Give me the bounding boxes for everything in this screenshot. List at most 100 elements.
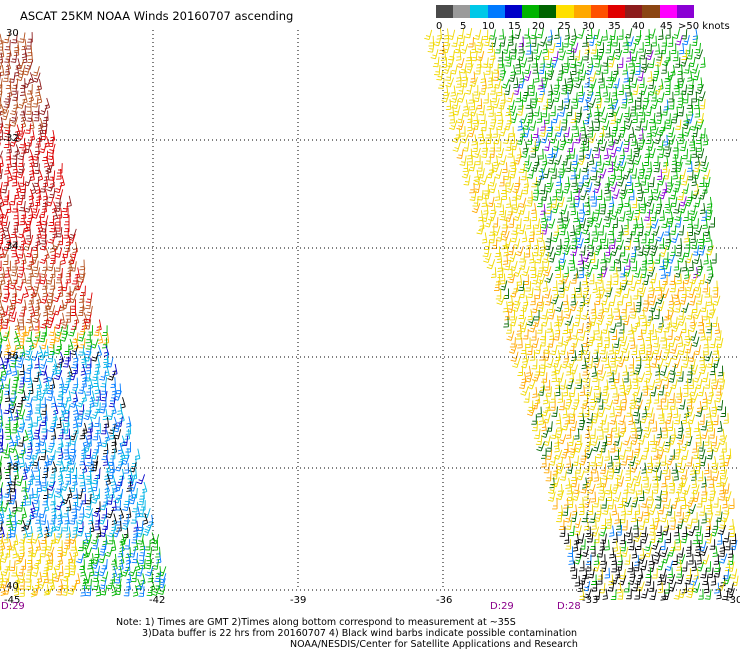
wind-barb [531, 176, 538, 188]
wind-barb [85, 448, 92, 460]
wind-barb [609, 71, 619, 82]
wind-barb [0, 98, 2, 109]
wind-barb [609, 414, 618, 425]
wind-barb [61, 571, 71, 582]
wind-barb [452, 141, 461, 152]
wind-barb [691, 174, 697, 187]
wind-barb [620, 342, 630, 354]
wind-barb [586, 238, 594, 250]
wind-barb [509, 155, 516, 167]
wind-barb [526, 344, 533, 355]
wind-barb [100, 423, 107, 435]
wind-barb [565, 456, 572, 468]
wind-barb [650, 357, 658, 368]
wind-barb [509, 337, 516, 348]
wind-barb [660, 330, 666, 342]
wind-barb [528, 120, 537, 131]
wind-barb [704, 378, 711, 389]
wind-barb [685, 372, 693, 384]
wind-barb [624, 239, 632, 251]
wind-barb [522, 141, 528, 153]
wind-barb [495, 288, 502, 300]
wind-barb [693, 568, 699, 580]
wind-barb [0, 168, 3, 180]
wind-barb [645, 133, 652, 145]
wind-barb [566, 190, 573, 202]
wind-barb [649, 239, 658, 250]
wind-barb [533, 238, 540, 250]
wind-barb [678, 280, 685, 292]
wind-barb [542, 393, 549, 405]
wind-barb [562, 183, 571, 194]
wind-barb [618, 224, 624, 236]
wind-barb [69, 565, 77, 576]
wind-barb [28, 293, 34, 305]
wind-barb [604, 92, 611, 103]
wind-barb [59, 460, 65, 473]
wind-barb [654, 203, 663, 215]
wind-barb [666, 329, 673, 340]
wind-barb [667, 36, 674, 47]
wind-barb [17, 383, 26, 394]
wind-barb [34, 299, 41, 311]
wind-barb [48, 475, 56, 487]
wind-barb [702, 281, 709, 293]
wind-barb [4, 391, 11, 403]
wind-barb [610, 126, 618, 137]
wind-barb [508, 217, 515, 228]
wind-barb [125, 553, 132, 565]
wind-barb [30, 337, 39, 348]
wind-barb [681, 357, 690, 368]
wind-barb [617, 414, 626, 426]
wind-barb [594, 323, 600, 335]
wind-barb [638, 162, 645, 174]
wind-barb [700, 301, 707, 312]
wind-barb [659, 539, 666, 551]
wind-barb [457, 84, 465, 95]
wind-barb [658, 259, 665, 271]
wind-barb [579, 560, 585, 572]
wind-barb [564, 315, 574, 326]
wind-barb [560, 273, 570, 284]
wind-barb [521, 265, 530, 277]
wind-barb [593, 343, 599, 354]
wind-barb [94, 363, 100, 376]
wind-barb [614, 309, 620, 320]
wind-barb [114, 572, 121, 584]
map-title: ASCAT 25KM NOAA Winds 20160707 ascending [20, 9, 294, 23]
wind-barb [18, 306, 26, 317]
wind-barb [630, 321, 639, 333]
wind-barb [52, 305, 62, 316]
wind-barb [638, 127, 644, 139]
wind-barb [38, 105, 48, 116]
wind-barb [647, 379, 656, 391]
wind-barb [555, 267, 561, 278]
wind-barb [721, 589, 729, 601]
wind-barb [46, 559, 54, 570]
wind-barb [608, 461, 614, 473]
wind-barb [11, 202, 18, 213]
wind-barb [0, 110, 2, 117]
wind-barb [687, 105, 693, 116]
wind-barb [554, 385, 561, 397]
wind-barb [537, 246, 547, 257]
wind-barb [56, 417, 62, 429]
wind-barb [674, 413, 681, 425]
wind-barb [568, 253, 574, 265]
wind-barb [61, 201, 69, 213]
wind-barb [730, 533, 737, 545]
wind-barb [594, 392, 602, 403]
wind-barb [492, 217, 499, 228]
wind-barb [0, 59, 3, 70]
wind-barb [662, 589, 671, 601]
wind-barb [502, 253, 509, 265]
wind-barb [653, 133, 662, 145]
wind-barb [488, 183, 497, 194]
wind-barb [663, 225, 670, 236]
wind-barb [585, 526, 591, 538]
wind-barb [522, 328, 529, 340]
wind-barb [618, 161, 627, 172]
wind-barb [534, 71, 540, 83]
wind-barb [489, 84, 496, 95]
wind-barb [11, 364, 18, 376]
